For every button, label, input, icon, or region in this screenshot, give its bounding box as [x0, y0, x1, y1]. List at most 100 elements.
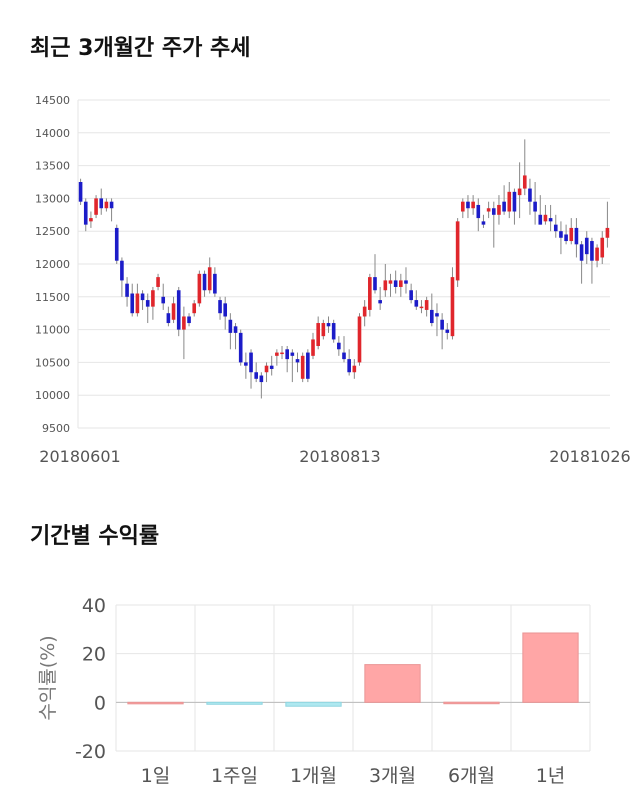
- return-bar: [364, 664, 421, 703]
- x-tick-label: 1년: [536, 765, 566, 787]
- return-bar: [127, 701, 184, 705]
- candle-body: [342, 352, 346, 360]
- candle-body: [187, 316, 191, 324]
- candle-body: [166, 313, 171, 324]
- candle-body: [192, 303, 197, 314]
- y-tick-label: 13500: [35, 160, 70, 173]
- candle-body: [89, 218, 93, 222]
- candle-body: [460, 201, 465, 212]
- candle-body: [326, 323, 331, 327]
- candle-body: [228, 319, 233, 333]
- candle-body: [264, 365, 269, 373]
- candle-body: [584, 237, 589, 255]
- candle-body: [471, 201, 475, 209]
- candle-body: [378, 300, 382, 304]
- candle-body: [409, 290, 413, 301]
- candle-body: [182, 316, 186, 330]
- candle-body: [352, 365, 357, 373]
- candle-body: [223, 303, 228, 317]
- returns-bar-chart: -20 0 20 40 1일 1주일 1개월 3개월 6개월 1년 수익률(%): [37, 595, 591, 787]
- x-tick-label: 6개월: [448, 765, 495, 787]
- candle-body: [254, 372, 259, 379]
- y-tick-label: 11500: [35, 291, 70, 304]
- candle-body: [94, 198, 98, 215]
- y-tick-label: 12000: [35, 258, 70, 271]
- candle-body: [543, 214, 548, 222]
- candle-body: [202, 273, 207, 291]
- candle-body: [285, 349, 289, 360]
- candle-body: [383, 280, 388, 291]
- candle-body: [450, 277, 455, 337]
- candle-body: [259, 375, 264, 383]
- candle-body: [362, 306, 367, 317]
- candle-body: [440, 319, 444, 330]
- candle-body: [218, 300, 222, 314]
- candle-body: [574, 227, 579, 245]
- candle-body: [553, 224, 558, 232]
- candle-body: [414, 300, 419, 307]
- candle-body: [548, 218, 553, 222]
- candle-body: [393, 280, 398, 287]
- candle-body: [538, 214, 543, 225]
- candle-body: [269, 365, 274, 369]
- candle-body: [522, 175, 527, 189]
- candle-body: [125, 283, 129, 297]
- candle-body: [161, 296, 166, 304]
- price-chart-title: 최근 3개월간 주가 추세: [30, 36, 251, 61]
- candle-body: [104, 201, 109, 209]
- y-tick-label: 11000: [35, 324, 70, 337]
- candle-body: [404, 280, 408, 284]
- x-tick-label: 1주일: [211, 765, 258, 787]
- candle-body: [109, 201, 114, 209]
- candle-body: [435, 313, 439, 317]
- candle-body: [233, 326, 238, 333]
- candle-body: [275, 352, 279, 356]
- candle-body: [290, 352, 295, 356]
- y-tick-label: 10000: [35, 389, 70, 402]
- x-tick-label: 1일: [141, 765, 171, 787]
- candle-body: [502, 201, 506, 212]
- candle-body: [486, 208, 491, 212]
- candle-body: [491, 208, 496, 215]
- candle-body: [373, 277, 377, 291]
- candle-body: [595, 247, 599, 261]
- candle-body: [249, 352, 253, 373]
- y-tick-label: 40: [82, 595, 106, 617]
- candle-body: [481, 221, 486, 225]
- candle-body: [388, 280, 393, 284]
- candle-body: [120, 260, 124, 281]
- y-tick-label: 0: [94, 692, 106, 714]
- candle-body: [476, 204, 481, 219]
- y-tick-label: 9500: [42, 422, 70, 435]
- y-axis-label: 수익률(%): [37, 635, 59, 720]
- candle-body: [306, 352, 310, 379]
- x-tick-label: 3개월: [369, 765, 416, 787]
- candle-body: [399, 280, 403, 287]
- x-tick-label: 20180813: [299, 447, 380, 466]
- candle-body: [83, 201, 88, 225]
- candle-body: [207, 267, 212, 291]
- candle-body: [295, 359, 300, 363]
- candle-body: [559, 231, 563, 238]
- candle-body: [135, 293, 140, 314]
- candle-body: [429, 309, 434, 324]
- candle-body: [564, 234, 568, 242]
- return-bar: [443, 701, 500, 705]
- x-tick-label: 20181026: [549, 447, 630, 466]
- candle-body: [569, 227, 574, 242]
- y-tick-label: 10500: [35, 356, 70, 369]
- return-bar: [206, 701, 263, 705]
- candle-body: [533, 201, 537, 212]
- candle-body: [197, 273, 202, 304]
- candle-body: [517, 188, 522, 196]
- candle-body: [244, 362, 248, 366]
- candle-body: [316, 323, 320, 346]
- price-candlestick-chart: 9500 10000 10500 11000 11500 12000 12500 13000 1…: [35, 94, 631, 466]
- candle-body: [99, 198, 104, 209]
- y-tick-label: 13000: [35, 192, 70, 205]
- candle-body: [321, 323, 326, 337]
- candle-body: [300, 355, 305, 379]
- candle-body: [347, 359, 351, 373]
- candle-body: [605, 227, 610, 238]
- candle-body: [507, 191, 512, 212]
